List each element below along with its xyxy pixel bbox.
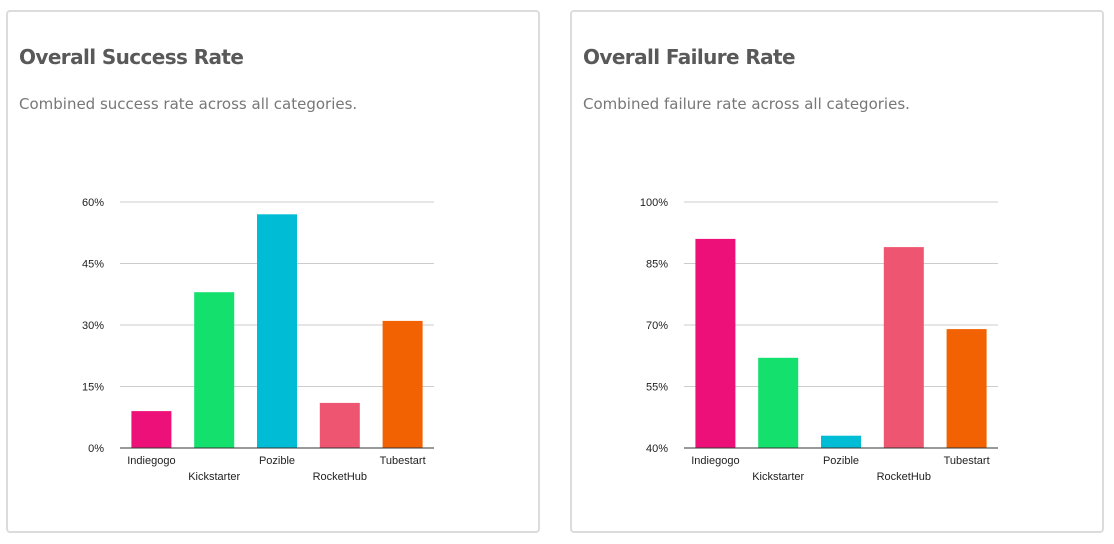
failure-rate-chart: 40% 55% 70% 85% 100% Indiegogo Kickstarter Pozi… (640, 197, 998, 483)
x-tick-label: RocketHub (313, 471, 367, 483)
x-tick-label: RocketHub (877, 471, 931, 483)
x-tick-label: Pozible (259, 455, 295, 467)
bar-indiegogo (695, 238, 736, 448)
y-tick-label: 55% (646, 382, 668, 394)
failure-rate-card: Overall Failure Rate Combined failure ra… (570, 10, 1104, 533)
x-tick-label: Kickstarter (752, 471, 804, 483)
x-tick-label: Pozible (823, 455, 859, 467)
x-tick-label: Kickstarter (188, 471, 240, 483)
y-tick-label: 100% (640, 197, 668, 209)
card-subtitle: Combined failure rate across all categor… (583, 95, 910, 113)
x-tick-label: Tubestart (944, 455, 990, 467)
y-tick-label: 15% (82, 382, 104, 394)
bar-tubestart (382, 320, 423, 448)
card-title: Overall Failure Rate (583, 45, 796, 69)
success-rate-chart: 0% 15% 30% 45% 60% Indiegogo Kickstarter Pozibl… (82, 197, 434, 483)
card-title: Overall Success Rate (19, 45, 244, 69)
bar-indiegogo (131, 411, 172, 448)
bar-tubestart (946, 329, 987, 448)
bar-kickstarter (758, 357, 799, 448)
y-tick-label: 0% (88, 443, 104, 455)
y-tick-label: 30% (82, 320, 104, 332)
bar-pozible (257, 214, 297, 448)
bar-rockethub (319, 402, 360, 448)
x-tick-label: Indiegogo (127, 455, 175, 467)
y-tick-label: 40% (646, 443, 668, 455)
success-rate-card: Overall Success Rate Combined success ra… (6, 10, 540, 533)
bar-pozible (821, 435, 861, 448)
bar-rockethub (883, 247, 924, 448)
y-tick-label: 70% (646, 320, 668, 332)
y-tick-label: 45% (82, 259, 104, 271)
y-tick-label: 85% (646, 259, 668, 271)
y-tick-label: 60% (82, 197, 104, 209)
x-tick-label: Tubestart (380, 455, 426, 467)
card-subtitle: Combined success rate across all categor… (19, 95, 358, 113)
bar-kickstarter (194, 292, 235, 448)
x-tick-label: Indiegogo (691, 455, 739, 467)
